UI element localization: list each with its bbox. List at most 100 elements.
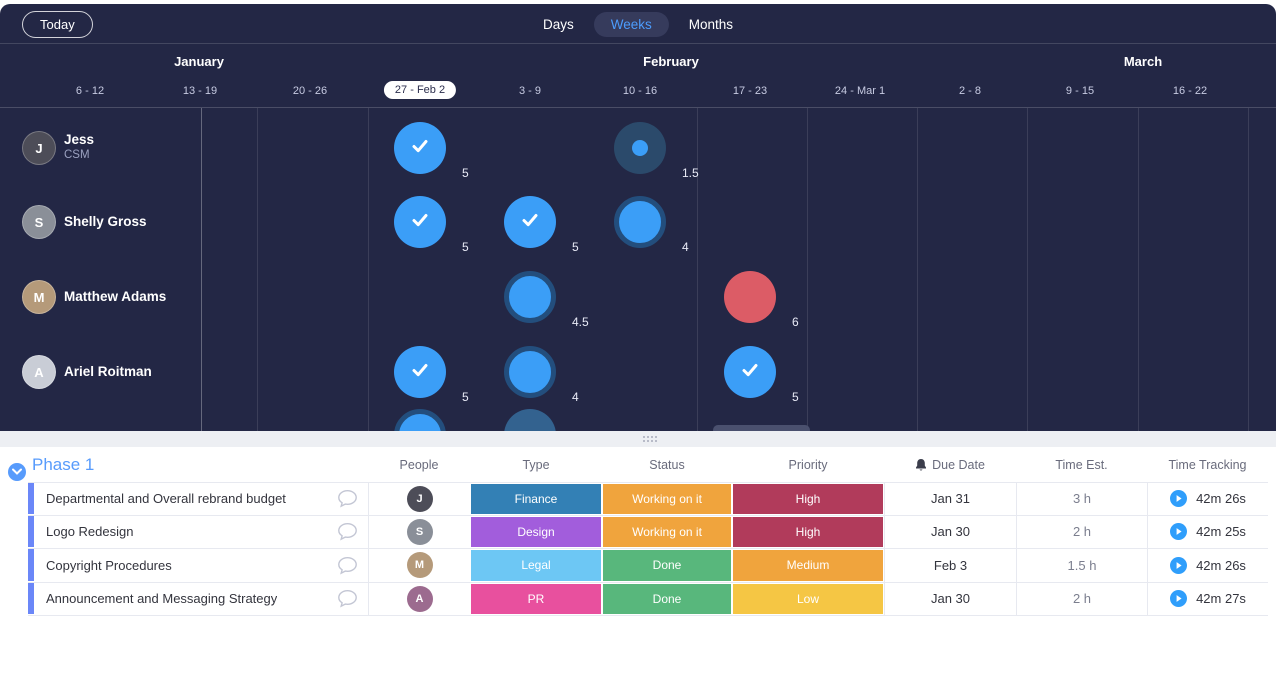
time-tracking-cell[interactable]: 42m 25s xyxy=(1147,515,1268,548)
comment-bubble-icon[interactable] xyxy=(337,489,358,508)
bubble-hours-label: 4 xyxy=(572,390,579,404)
priority-cell[interactable]: High xyxy=(733,516,883,547)
status-cell[interactable]: Working on it xyxy=(603,484,731,514)
view-option-weeks[interactable]: Weeks xyxy=(593,11,669,37)
people-cell[interactable]: J xyxy=(368,483,470,515)
person-name: Matthew Adams xyxy=(64,289,167,304)
time-tracking-value: 42m 27s xyxy=(1196,591,1246,607)
column-header-tracking[interactable]: Time Tracking xyxy=(1168,457,1247,472)
column-header-priority[interactable]: Priority xyxy=(788,457,828,472)
task-name-cell[interactable]: Announcement and Messaging Strategy xyxy=(28,582,368,616)
week-label-9[interactable]: 9 - 15 xyxy=(1065,85,1095,97)
due-date-cell[interactable]: Feb 3 xyxy=(884,549,1016,582)
person-avatar[interactable]: S xyxy=(22,205,56,239)
time-tracking-cell[interactable]: 42m 26s xyxy=(1147,483,1268,515)
week-label-3[interactable]: 27 - Feb 2 xyxy=(383,81,457,99)
workload-bubble[interactable] xyxy=(724,346,776,398)
task-name-cell[interactable]: Copyright Procedures xyxy=(28,549,368,582)
play-icon[interactable] xyxy=(1170,556,1188,574)
drag-handle-icon[interactable] xyxy=(643,436,659,444)
due-date-cell[interactable]: Jan 31 xyxy=(884,483,1016,515)
row-color-bar xyxy=(28,549,34,581)
table-rows: Departmental and Overall rebrand budget J… xyxy=(0,482,1276,616)
play-icon[interactable] xyxy=(1170,523,1188,541)
comment-bubble-icon[interactable] xyxy=(337,556,358,575)
group-title[interactable]: Phase 1 xyxy=(32,454,95,474)
workload-bubble[interactable] xyxy=(614,122,666,174)
status-cell[interactable]: Working on it xyxy=(603,516,731,547)
column-header-status[interactable]: Status xyxy=(649,457,685,472)
row-color-bar xyxy=(28,582,34,614)
comment-bubble-icon[interactable] xyxy=(337,589,358,608)
type-cell[interactable]: Legal xyxy=(471,550,601,581)
column-header-people[interactable]: People xyxy=(399,457,439,472)
workload-bubble[interactable] xyxy=(504,196,556,248)
grid-line-0 xyxy=(257,108,258,431)
assignee-avatar: S xyxy=(406,518,433,545)
today-button[interactable]: Today xyxy=(22,11,93,38)
week-label-10[interactable]: 16 - 22 xyxy=(1172,85,1208,97)
column-header-due[interactable]: Due Date xyxy=(884,458,1016,472)
chevron-down-icon[interactable] xyxy=(8,462,26,481)
time-estimate-cell[interactable]: 3 h xyxy=(1016,483,1147,515)
status-cell[interactable]: Done xyxy=(603,550,731,581)
task-name-cell[interactable]: Logo Redesign xyxy=(28,515,368,549)
type-cell[interactable]: Finance xyxy=(471,484,601,514)
workload-bubble[interactable] xyxy=(394,409,446,431)
week-label-5[interactable]: 10 - 16 xyxy=(622,85,658,97)
view-option-days[interactable]: Days xyxy=(542,16,574,32)
workload-bubble[interactable] xyxy=(504,346,556,398)
workload-bubble[interactable] xyxy=(504,409,556,431)
workload-bubble[interactable] xyxy=(394,346,446,398)
status-cell[interactable]: Done xyxy=(603,583,731,614)
workload-bubble[interactable] xyxy=(394,196,446,248)
people-cell[interactable]: S xyxy=(368,515,470,548)
time-estimate-cell[interactable]: 2 h xyxy=(1016,582,1147,615)
time-estimate-cell[interactable]: 1.5 h xyxy=(1016,549,1147,582)
bubble-hours-label: 5 xyxy=(572,240,579,254)
bubble-hours-label: 6 xyxy=(792,315,799,329)
table-row: Copyright Procedures M Legal Done Medium Feb … xyxy=(28,549,1268,583)
week-label-8[interactable]: 2 - 8 xyxy=(958,85,982,97)
time-tracking-cell[interactable]: 42m 27s xyxy=(1147,582,1268,615)
week-label-6[interactable]: 17 - 23 xyxy=(732,85,768,97)
play-icon[interactable] xyxy=(1170,590,1188,608)
column-header-est[interactable]: Time Est. xyxy=(1055,457,1108,472)
week-label-0[interactable]: 6 - 12 xyxy=(75,85,105,97)
workload-bubble[interactable] xyxy=(724,271,776,323)
comment-bubble-icon[interactable] xyxy=(337,522,358,541)
workload-bubble[interactable] xyxy=(394,122,446,174)
check-icon xyxy=(408,358,432,387)
person-name: Shelly Gross xyxy=(64,214,147,229)
priority-cell[interactable]: Low xyxy=(733,583,883,614)
time-estimate-cell[interactable]: 2 h xyxy=(1016,515,1147,548)
week-label-1[interactable]: 13 - 19 xyxy=(182,85,218,97)
due-date-cell[interactable]: Jan 30 xyxy=(884,515,1016,548)
person-avatar[interactable]: A xyxy=(22,355,56,389)
person-avatar[interactable]: M xyxy=(22,280,56,314)
priority-cell[interactable]: Medium xyxy=(733,550,883,581)
workload-bubble[interactable] xyxy=(614,196,666,248)
task-name-cell[interactable]: Departmental and Overall rebrand budget xyxy=(28,483,368,515)
type-cell[interactable]: Design xyxy=(471,516,601,547)
due-date-cell[interactable]: Jan 30 xyxy=(884,582,1016,615)
month-label-march: March xyxy=(1123,54,1163,69)
person-avatar[interactable]: J xyxy=(22,131,56,165)
view-option-months[interactable]: Months xyxy=(688,16,734,32)
week-headers: 6 - 12 13 - 19 20 - 26 27 - Feb 2 3 - 9 10 - … xyxy=(0,77,1276,108)
task-name: Announcement and Messaging Strategy xyxy=(46,591,278,607)
column-header-type[interactable]: Type xyxy=(522,457,550,472)
play-icon[interactable] xyxy=(1170,490,1188,508)
people-cell[interactable]: A xyxy=(368,582,470,615)
week-label-7[interactable]: 24 - Mar 1 xyxy=(834,85,886,97)
type-cell[interactable]: PR xyxy=(471,583,601,614)
horizontal-scrollbar-thumb[interactable] xyxy=(713,425,810,431)
workload-bubble[interactable] xyxy=(504,271,556,323)
people-cell[interactable]: M xyxy=(368,549,470,582)
priority-cell[interactable]: High xyxy=(733,484,883,514)
pane-resize-divider[interactable] xyxy=(0,431,1276,447)
time-tracking-cell[interactable]: 42m 26s xyxy=(1147,549,1268,582)
week-label-4[interactable]: 3 - 9 xyxy=(518,85,542,97)
week-label-2[interactable]: 20 - 26 xyxy=(292,85,328,97)
